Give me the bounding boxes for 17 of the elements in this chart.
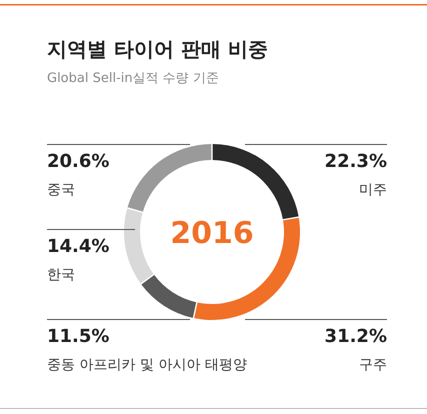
data-label: 31.2% (324, 326, 387, 347)
data-label: 22.3% (324, 151, 387, 172)
data-label: 14.4% (47, 236, 110, 257)
data-label: 20.6% (47, 151, 110, 172)
slice-label: 미주 (359, 182, 387, 198)
slice-label: 중동 아프리카 및 아시아 태평양 (47, 357, 247, 373)
chart-subtitle: Global Sell-in실적 수량 기준 (47, 71, 219, 86)
donut-slice (124, 208, 154, 284)
text: 2016 (170, 216, 254, 251)
donut-slice (141, 275, 196, 318)
slice-label: 구주 (359, 357, 387, 373)
donut-slice (212, 144, 299, 220)
chart-title: 지역별 타이어 판매 비중 (47, 37, 268, 61)
slice-label: 중국 (47, 182, 75, 198)
donut-slice (128, 144, 212, 212)
slice-label: 한국 (47, 267, 75, 283)
data-label: 11.5% (47, 326, 110, 347)
